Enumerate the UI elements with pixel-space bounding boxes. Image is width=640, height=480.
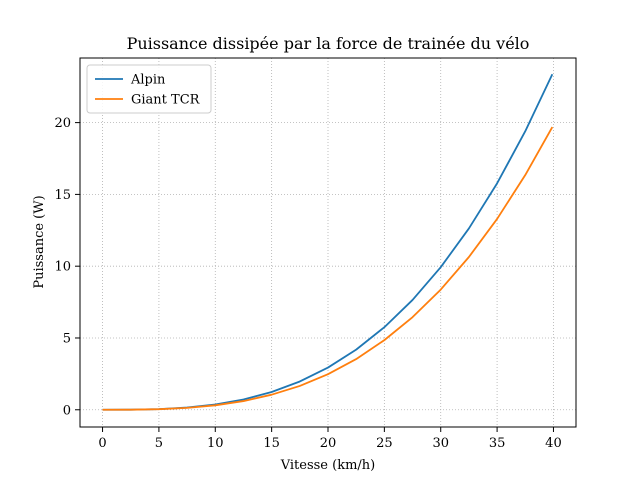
x-tick-label: 20 xyxy=(320,436,337,451)
series-line-1 xyxy=(102,126,554,411)
series-group xyxy=(102,73,554,411)
x-tick-label: 10 xyxy=(207,436,224,451)
y-axis-label: Puissance (W) xyxy=(32,195,47,288)
chart-title: Puissance dissipée par la force de train… xyxy=(127,34,530,53)
y-tick-label: 10 xyxy=(54,260,71,275)
y-tick-label: 15 xyxy=(54,188,71,203)
legend-label: Giant TCR xyxy=(131,93,201,108)
legend-label: Alpin xyxy=(130,73,166,88)
x-axis-label: Vitesse (km/h) xyxy=(280,458,376,473)
legend-box xyxy=(86,64,212,114)
x-tick-label: 30 xyxy=(432,436,449,451)
x-tick-label: 25 xyxy=(376,436,393,451)
x-tick-label: 40 xyxy=(545,436,562,451)
y-tick-label: 20 xyxy=(54,116,71,131)
y-tick-label: 5 xyxy=(63,331,71,346)
y-tick-label: 0 xyxy=(63,403,71,418)
x-tick-label: 5 xyxy=(155,436,163,451)
x-tick-label: 35 xyxy=(489,436,506,451)
x-tick-label: 15 xyxy=(263,436,280,451)
x-tick-label: 0 xyxy=(98,436,106,451)
series-line-0 xyxy=(102,73,554,411)
axis-ticks: 0 5 10 15 20 25 30 35 40 0 5 10 15 20 xyxy=(54,116,561,451)
legend: Alpin Giant TCR xyxy=(86,64,212,114)
